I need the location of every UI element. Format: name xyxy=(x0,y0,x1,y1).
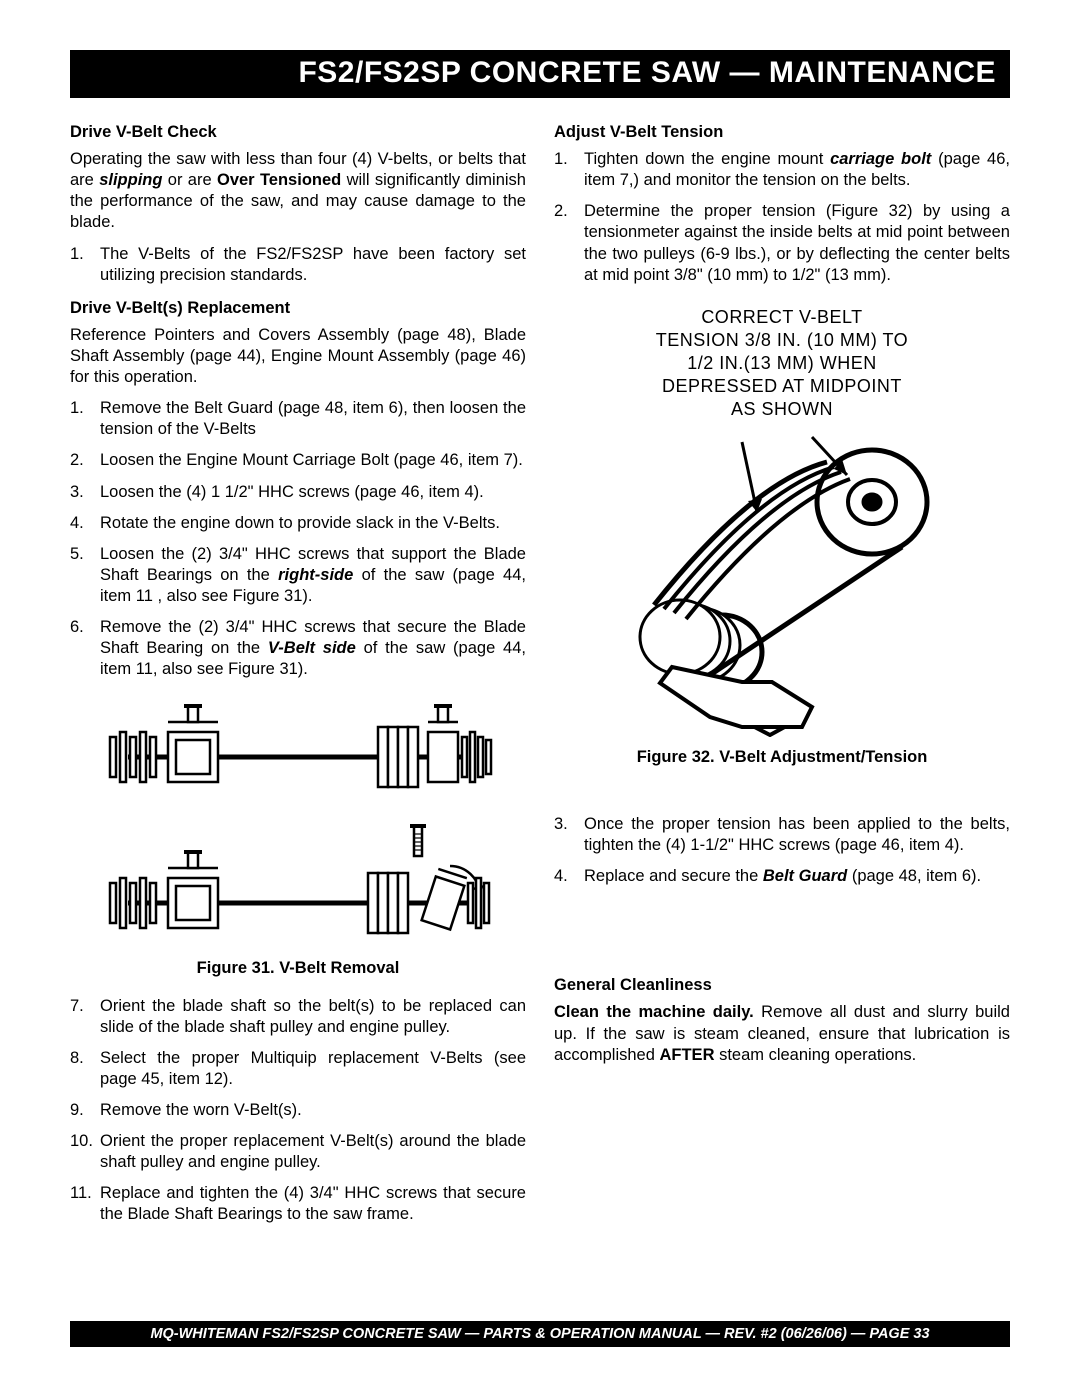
para-cleanliness: Clean the machine daily. Remove all dust… xyxy=(554,1002,1010,1065)
heading-adjust-tension: Adjust V-Belt Tension xyxy=(554,122,1010,143)
num: 1. xyxy=(70,244,84,265)
list-replacement-2: 7. Orient the blade shaft so the belt(s) … xyxy=(70,996,526,1226)
list-item: 1.The V-Belts of the FS2/FS2SP have been… xyxy=(100,244,526,286)
list-item: 3.Once the proper tension has been appli… xyxy=(584,814,1010,856)
list-item: 9.Remove the worn V-Belt(s). xyxy=(100,1100,526,1121)
heading-drive-vbelt-check: Drive V-Belt Check xyxy=(70,122,526,143)
text: 1/2 IN.(13 MM) WHEN xyxy=(687,353,877,373)
figure-31-caption: Figure 31. V-Belt Removal xyxy=(70,958,526,979)
content-columns: Drive V-Belt Check Operating the saw wit… xyxy=(70,116,1010,1238)
list-item: 2.Loosen the Engine Mount Carriage Bolt … xyxy=(100,450,526,471)
list-item: 6.Remove the (2) 3/4" HHC screws that se… xyxy=(100,617,526,680)
text: Orient the proper replacement V-Belt(s) … xyxy=(100,1132,526,1171)
text: DEPRESSED AT MIDPOINT xyxy=(662,376,902,396)
list-item: 7.Orient the blade shaft so the belt(s) … xyxy=(100,996,526,1038)
num: 2. xyxy=(554,201,568,222)
figure-31-bottom xyxy=(70,808,526,948)
text: Loosen the (4) 1 1/2" HHC screws (page 4… xyxy=(100,483,484,501)
list-item: 5.Loosen the (2) 3/4" HHC screws that su… xyxy=(100,544,526,607)
vbelt-tension-diagram-icon xyxy=(602,427,962,737)
list-replacement-1: 1. Remove the Belt Guard (page 48, item 6… xyxy=(70,398,526,680)
text-slipping: slipping xyxy=(99,171,162,189)
text: Clean the machine daily. xyxy=(554,1003,754,1021)
list-item: 11.Replace and tighten the (4) 3/4" HHC … xyxy=(100,1183,526,1225)
text: Rotate the engine down to provide slack … xyxy=(100,514,500,532)
spacer xyxy=(554,784,1010,814)
text: or are xyxy=(162,171,217,189)
text: The V-Belts of the FS2/FS2SP have been f… xyxy=(100,245,526,284)
num: 3. xyxy=(554,814,568,835)
text: steam cleaning operations. xyxy=(714,1046,916,1064)
figure-32-caption: Figure 32. V-Belt Adjustment/Tension xyxy=(554,747,1010,768)
para-replacement-intro: Reference Pointers and Covers Assembly (… xyxy=(70,325,526,388)
page-title-bar: FS2/FS2SP CONCRETE SAW — MAINTENANCE xyxy=(70,50,1010,98)
figure-32 xyxy=(554,427,1010,737)
right-column: Adjust V-Belt Tension 1. Tighten down the… xyxy=(554,116,1010,1238)
shaft-diagram-top-icon xyxy=(98,692,498,802)
text: CORRECT V-BELT xyxy=(701,307,862,327)
list-adjust-1: 1. Tighten down the engine mount carriage… xyxy=(554,149,1010,286)
num: 5. xyxy=(70,544,84,565)
list-item: 3.Loosen the (4) 1 1/2" HHC screws (page… xyxy=(100,482,526,503)
num: 10. xyxy=(70,1131,93,1152)
text: Once the proper tension has been applied… xyxy=(584,815,1010,854)
text: Replace and secure the xyxy=(584,867,763,885)
text: Tighten down the engine mount xyxy=(584,150,830,168)
list-item: 1.Remove the Belt Guard (page 48, item 6… xyxy=(100,398,526,440)
page-footer: MQ-WHITEMAN FS2/FS2SP CONCRETE SAW — PAR… xyxy=(70,1321,1010,1347)
left-column: Drive V-Belt Check Operating the saw wit… xyxy=(70,116,526,1238)
text: Select the proper Multiquip replacement … xyxy=(100,1049,526,1088)
para-check-intro: Operating the saw with less than four (4… xyxy=(70,149,526,233)
num: 2. xyxy=(70,450,84,471)
list-item: 8.Select the proper Multiquip replacemen… xyxy=(100,1048,526,1090)
list-check: 1. The V-Belts of the FS2/FS2SP have been… xyxy=(70,244,526,286)
text: Determine the proper tension (Figure 32)… xyxy=(584,202,1010,283)
text: Remove the Belt Guard (page 48, item 6),… xyxy=(100,399,526,438)
num: 6. xyxy=(70,617,84,638)
text: TENSION 3/8 IN. (10 MM) TO xyxy=(656,330,908,350)
text: AS SHOWN xyxy=(731,399,833,419)
num: 9. xyxy=(70,1100,84,1121)
figure-32-label: CORRECT V-BELT TENSION 3/8 IN. (10 MM) T… xyxy=(554,306,1010,421)
spacer xyxy=(554,899,1010,969)
text-after: AFTER xyxy=(659,1046,714,1064)
list-item: 4.Replace and secure the Belt Guard (pag… xyxy=(584,866,1010,887)
shaft-diagram-bottom-icon xyxy=(98,808,498,948)
heading-general-cleanliness: General Cleanliness xyxy=(554,975,1010,996)
text: Remove the worn V-Belt(s). xyxy=(100,1101,302,1119)
text: (page 48, item 6). xyxy=(847,867,981,885)
list-item: 2.Determine the proper tension (Figure 3… xyxy=(584,201,1010,285)
text-over-tensioned: Over Tensioned xyxy=(217,171,341,189)
list-adjust-2: 3. Once the proper tension has been appli… xyxy=(554,814,1010,887)
num: 1. xyxy=(554,149,568,170)
list-item: 1.Tighten down the engine mount carriage… xyxy=(584,149,1010,191)
list-item: 10.Orient the proper replacement V-Belt(… xyxy=(100,1131,526,1173)
text-vbelt-side: V-Belt side xyxy=(268,639,356,657)
text-belt-guard: Belt Guard xyxy=(763,867,847,885)
text: Loosen the Engine Mount Carriage Bolt (p… xyxy=(100,451,523,469)
num: 7. xyxy=(70,996,84,1017)
num: 1. xyxy=(70,398,84,419)
text-right-side: right-side xyxy=(278,566,353,584)
num: 4. xyxy=(70,513,84,534)
text: Orient the blade shaft so the belt(s) to… xyxy=(100,997,526,1036)
figure-31-top xyxy=(70,692,526,802)
text: Replace and tighten the (4) 3/4" HHC scr… xyxy=(100,1184,526,1223)
text-carriage-bolt: carriage bolt xyxy=(830,150,931,168)
num: 8. xyxy=(70,1048,84,1069)
num: 4. xyxy=(554,866,568,887)
heading-replacement: Drive V-Belt(s) Replacement xyxy=(70,298,526,319)
list-item: 4.Rotate the engine down to provide slac… xyxy=(100,513,526,534)
num: 3. xyxy=(70,482,84,503)
num: 11. xyxy=(70,1183,92,1204)
